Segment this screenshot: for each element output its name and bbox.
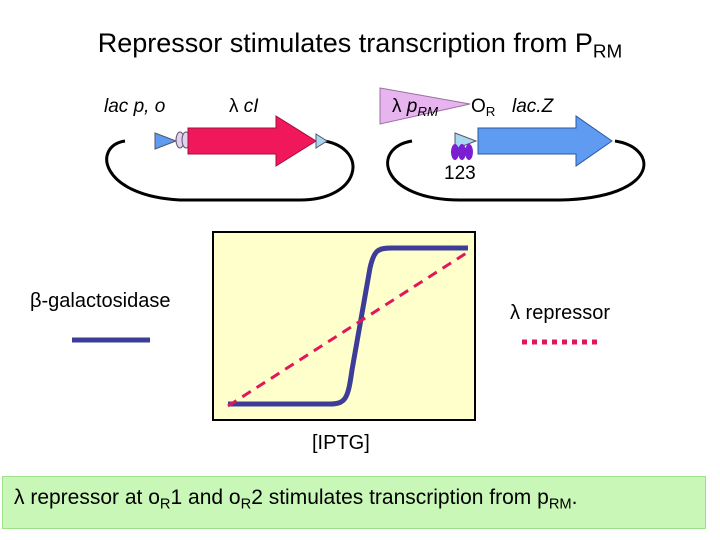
- or-operator-arrow: [454, 132, 478, 150]
- plasmid-right-loop: [386, 139, 646, 202]
- page-title: Repressor stimulates transcription from …: [97, 28, 623, 63]
- footer-caption: λ repressor at oR1 and oR2 stimulates tr…: [14, 486, 578, 513]
- repressor-line: [227, 250, 469, 408]
- prm-label: λ pRM: [392, 96, 439, 119]
- ci-gene-arrow: [187, 115, 317, 167]
- plot-area: [212, 231, 476, 421]
- operator-sites-label: 123: [444, 163, 476, 184]
- lacz-gene-arrow: [477, 115, 613, 167]
- repressor-at-or2: [458, 144, 466, 160]
- ci-gene-label: λ cI: [229, 96, 259, 117]
- lac-promoter-arrow: [154, 132, 178, 150]
- plasmid-left-loop: [105, 139, 355, 202]
- ci-small-arrow: [315, 133, 328, 149]
- footer-banner: [2, 476, 706, 529]
- lac-promoter-label: lac p, o: [104, 96, 166, 117]
- or-label: OR: [471, 96, 496, 119]
- repressor-at-or1: [451, 144, 459, 160]
- repressor-legend-label: λ repressor: [510, 302, 611, 324]
- beta-gal-legend-label: β-galactosidase: [30, 290, 171, 312]
- prm-promoter-triangle: [379, 87, 471, 125]
- x-axis-label: [IPTG]: [312, 432, 370, 454]
- lacz-gene-label: lac.Z: [512, 96, 554, 117]
- repressor-at-or3: [465, 144, 473, 160]
